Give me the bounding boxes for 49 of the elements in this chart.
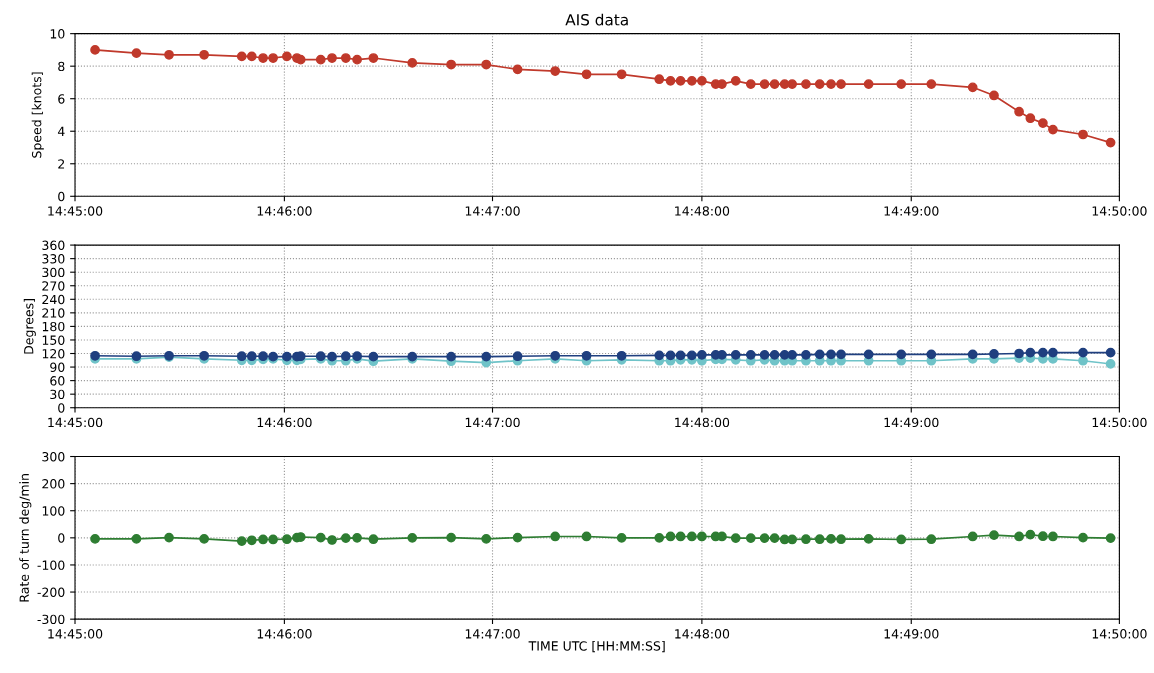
x-tick-label: 14:47:00 [465, 417, 520, 428]
y-tick-label: 120 [42, 348, 65, 359]
y-tick-label: -100 [37, 560, 65, 570]
x-tick-label: 14:49:00 [884, 206, 939, 216]
x-tick-label: 14:45:00 [48, 417, 103, 428]
y-tick-label: 2 [58, 159, 65, 169]
y-axis-title: Speed [knots] [31, 72, 44, 158]
x-tick-label: 14:48:00 [675, 206, 730, 216]
x-tick-label: 14:48:00 [675, 629, 730, 639]
x-axis-title: TIME UTC [HH:MM:SS] [528, 640, 665, 653]
y-tick-label: 30 [50, 389, 65, 400]
y-tick-label: 6 [58, 94, 65, 104]
x-tick-label: 14:47:00 [465, 629, 520, 639]
x-tick-label: 14:49:00 [884, 629, 939, 639]
y-tick-label: 100 [42, 506, 65, 516]
y-tick-label: 360 [42, 240, 65, 251]
x-tick-label: 14:49:00 [884, 417, 939, 428]
chart-title: AIS data [565, 13, 628, 26]
y-tick-label: 300 [42, 267, 65, 278]
y-tick-label: -300 [37, 614, 65, 625]
x-tick-label: 14:45:00 [48, 629, 103, 639]
y-tick-label: 210 [42, 308, 65, 318]
x-tick-label: 14:47:00 [465, 206, 520, 216]
x-tick-label: 14:46:00 [257, 629, 312, 639]
x-tick-label: 14:46:00 [257, 417, 312, 428]
y-axis-title: Rate of turn deg/min [19, 474, 32, 602]
x-tick-label: 14:46:00 [257, 206, 312, 216]
y-tick-label: 0 [58, 191, 65, 202]
y-tick-label: 180 [42, 321, 65, 332]
y-tick-label: 300 [42, 451, 65, 462]
y-tick-label: 270 [42, 281, 65, 291]
y-tick-label: 60 [50, 376, 65, 386]
x-tick-label: 14:45:00 [48, 206, 103, 216]
y-tick-label: 240 [42, 294, 65, 305]
y-tick-label: 0 [58, 403, 65, 413]
x-tick-label: 14:48:00 [675, 417, 730, 428]
y-tick-label: 330 [42, 254, 65, 264]
x-tick-label: 14:50:00 [1092, 629, 1147, 639]
y-axis-title: Degrees] [23, 299, 36, 354]
y-tick-label: 200 [42, 479, 65, 489]
y-tick-label: 90 [50, 362, 65, 372]
x-tick-label: 14:50:00 [1092, 417, 1147, 428]
y-tick-label: 10 [50, 29, 65, 39]
y-tick-label: -200 [37, 587, 65, 597]
y-tick-label: 4 [57, 126, 65, 136]
y-tick-label: 0 [58, 533, 65, 543]
y-tick-label: 150 [42, 335, 65, 345]
y-tick-label: 8 [58, 61, 65, 72]
x-tick-label: 14:50:00 [1092, 206, 1147, 216]
